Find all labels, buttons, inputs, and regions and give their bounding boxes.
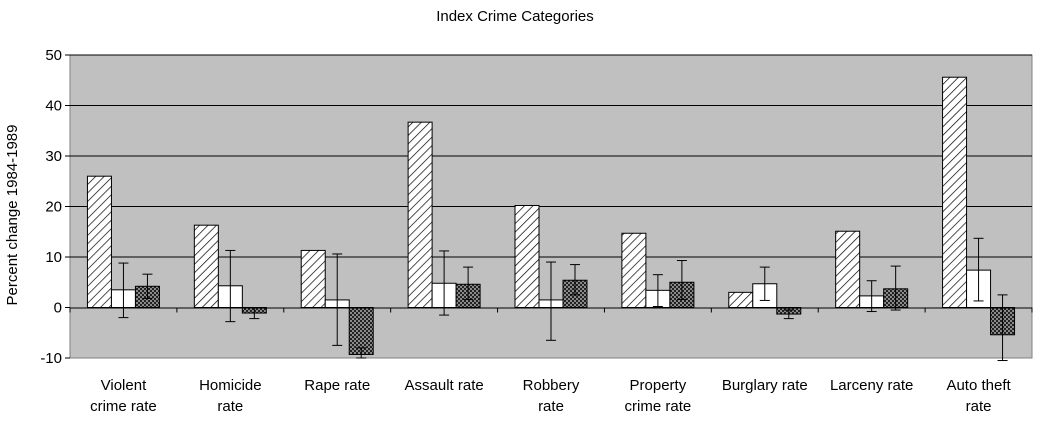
y-tick-label: 20 <box>45 199 62 216</box>
y-tick-label: 0 <box>54 300 62 317</box>
bar <box>942 76 968 308</box>
x-tick-label: rate <box>966 398 992 415</box>
bar <box>86 175 112 308</box>
y-tick-label: 10 <box>45 249 62 266</box>
x-tick-label: crime rate <box>625 398 692 415</box>
y-tick-label: 40 <box>45 98 62 115</box>
chart-title: Index Crime Categories <box>436 8 594 25</box>
x-tick-label: Auto theft <box>946 377 1011 394</box>
x-axis-labels: Violent crime rate Homicide rate Rape rate As… <box>69 307 1033 415</box>
bar <box>300 249 326 308</box>
bar <box>621 232 647 308</box>
x-tick-label: rate <box>217 398 243 415</box>
x-tick-label: crime rate <box>90 398 157 415</box>
y-tick-label: 50 <box>45 47 62 64</box>
y-tick-label: 30 <box>45 148 62 165</box>
x-tick-label: Homicide <box>199 377 262 394</box>
x-tick-label: Rape rate <box>304 377 370 394</box>
x-tick-label: rate <box>538 398 564 415</box>
bar <box>514 204 540 309</box>
bars <box>86 76 1016 355</box>
bar <box>407 121 433 309</box>
x-tick-label: Robbery <box>523 377 580 394</box>
x-tick-label: Burglary rate <box>722 377 808 394</box>
bar <box>835 230 861 308</box>
bar <box>728 291 754 309</box>
x-tick-label: Assault rate <box>405 377 484 394</box>
y-axis-label: Percent change 1984-1989 <box>4 125 21 306</box>
y-axis-ticks: -10 0 10 20 30 40 50 <box>40 47 70 367</box>
y-tick-label: -10 <box>40 350 62 367</box>
x-tick-label: Property <box>630 377 687 394</box>
x-tick-label: Larceny rate <box>830 377 913 394</box>
x-tick-label: Violent <box>101 377 147 394</box>
bar <box>193 224 219 308</box>
